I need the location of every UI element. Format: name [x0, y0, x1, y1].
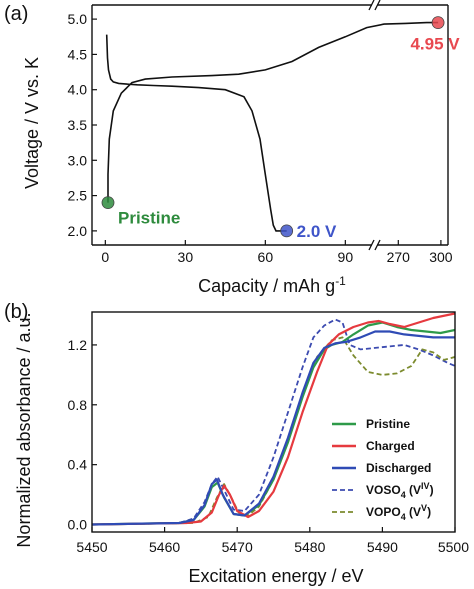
x-tick-label: 60 — [258, 249, 274, 265]
panel-a-label: (a) — [4, 3, 28, 25]
y-tick-label: 0.4 — [68, 457, 88, 473]
x-tick-label: 5470 — [222, 539, 253, 555]
legend-label: VOSO4 (VIV) — [366, 481, 434, 500]
legend-label-subscript: 4 — [401, 490, 406, 500]
y-tick-label: 1.2 — [68, 337, 88, 353]
panel-a-y-axis-label: Voltage / V vs. K — [22, 57, 42, 189]
axis-break-mark — [368, 0, 375, 11]
y-tick-label: 2.0 — [68, 223, 88, 239]
xanes-series-charged — [92, 312, 455, 526]
x-tick-label: 5490 — [367, 539, 398, 555]
panel-b: (b) Normalized absorbance / a.u. Excitat… — [4, 301, 469, 586]
state-marker — [431, 16, 445, 30]
legend-label-name: Discharged — [366, 461, 431, 475]
panel-a-frame — [91, 0, 449, 251]
legend-label-end: ) — [430, 483, 434, 497]
voltage-curve-1 — [105, 34, 287, 232]
legend-label-name: Charged — [366, 439, 415, 453]
y-tick-label: 0.8 — [68, 397, 88, 413]
plot-frame — [91, 311, 456, 533]
legend-label-suffix: (V — [406, 483, 421, 497]
x-tick-label: 0 — [101, 249, 109, 265]
xanes-series-discharged — [92, 330, 455, 526]
panel-a-x-axis-label-main: Capacity / mAh g — [198, 276, 335, 296]
x-tick-label: 5450 — [76, 539, 107, 555]
y-tick-label: 5.0 — [68, 11, 88, 27]
panel-a: (a) Voltage / V vs. K Capacity / mAh g-1… — [4, 0, 460, 296]
panel-a-ticks: 2.0 2.5 3.0 3.5 4.0 4.5 5.0 0 30 60 90 270 300 — [68, 11, 453, 265]
xanes-series-voso — [92, 318, 455, 526]
y-tick-label: 4.5 — [68, 46, 88, 62]
panel-a-x-axis-label-sup: -1 — [335, 274, 346, 288]
panel-a-x-axis-label: Capacity / mAh g-1 — [198, 274, 346, 296]
legend-label: Discharged — [366, 461, 431, 475]
legend-label-name: VOPO — [366, 505, 401, 519]
state-marker-label: 4.95 V — [410, 35, 460, 54]
y-tick-label: 3.5 — [68, 117, 88, 133]
voltage-curve-2 — [107, 21, 439, 203]
panel-b-frame — [91, 311, 456, 533]
panel-b-lines — [92, 312, 455, 526]
panel-b-x-axis-label: Excitation energy / eV — [188, 566, 363, 586]
state-marker-label: 2.0 V — [297, 222, 337, 241]
state-marker — [280, 224, 294, 238]
x-tick-label: 30 — [178, 249, 194, 265]
y-tick-label: 3.0 — [68, 152, 88, 168]
panel-b-ticks: 0.0 0.4 0.8 1.2 5450 5460 5470 5480 5490 5500 — [68, 337, 470, 555]
state-marker — [101, 196, 115, 210]
axis-break-mark — [368, 239, 375, 251]
x-tick-label: 5480 — [294, 539, 325, 555]
legend-label: Charged — [366, 439, 415, 453]
x-tick-label: 90 — [338, 249, 354, 265]
panel-b-y-axis-label: Normalized absorbance / a.u. — [14, 312, 34, 547]
legend-label: Pristine — [366, 417, 410, 431]
legend-label-name: Pristine — [366, 417, 410, 431]
axis-break-mark — [374, 239, 381, 251]
legend-label-superscript: V — [421, 503, 427, 513]
legend-label: VOPO4 (VV) — [366, 503, 431, 522]
panel-a-markers: Pristine 2.0 V 4.95 V — [101, 16, 460, 241]
state-marker-label: Pristine — [118, 209, 180, 228]
legend-label-name: VOSO — [366, 483, 401, 497]
y-tick-label: 0.0 — [68, 517, 88, 533]
x-tick-label: 300 — [429, 249, 453, 265]
xanes-series-vopo — [92, 336, 455, 526]
x-tick-label: 270 — [387, 249, 411, 265]
axis-break-mark — [374, 0, 381, 11]
y-tick-label: 2.5 — [68, 188, 88, 204]
panel-b-label: (b) — [4, 301, 28, 323]
legend-label-suffix: (V — [406, 505, 421, 519]
x-tick-label: 5460 — [149, 539, 180, 555]
y-tick-label: 4.0 — [68, 82, 88, 98]
x-tick-label: 5500 — [438, 539, 469, 555]
legend-label-end: ) — [427, 505, 431, 519]
panel-a-lines — [105, 21, 439, 232]
legend-label-superscript: IV — [421, 481, 430, 491]
legend-label-subscript: 4 — [401, 512, 406, 522]
